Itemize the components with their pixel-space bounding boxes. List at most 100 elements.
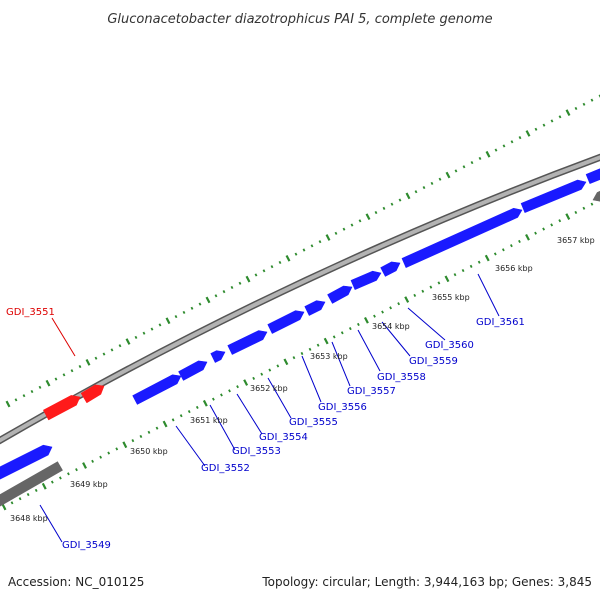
tick-mark	[582, 206, 586, 210]
tick-mark	[373, 314, 376, 318]
tick-rings	[1, 94, 600, 511]
tick-mark	[565, 213, 571, 220]
tick-mark	[485, 150, 491, 158]
tick-mark	[325, 234, 331, 241]
tick-mark	[525, 233, 530, 241]
tick-mark	[30, 389, 34, 394]
tick-mark	[582, 102, 586, 106]
tick-mark	[142, 331, 146, 335]
tick-mark	[85, 359, 91, 366]
scale-label: 3648 kbp	[10, 514, 48, 523]
tick-mark	[162, 420, 168, 428]
tick-mark	[518, 239, 521, 244]
tick-mark	[316, 343, 320, 347]
tick-mark	[365, 213, 371, 221]
tick-mark	[110, 348, 114, 352]
gene-gdi-3555	[227, 330, 268, 355]
tick-mark	[78, 364, 82, 369]
tick-mark	[414, 190, 418, 194]
tick-mark	[82, 462, 87, 469]
tick-mark	[389, 306, 392, 310]
tick-mark	[430, 181, 434, 185]
tick-mark	[381, 310, 384, 314]
tick-mark	[62, 373, 66, 377]
scale-label: 3653 kbp	[310, 352, 348, 361]
tick-mark	[374, 210, 378, 215]
tick-mark	[45, 379, 51, 387]
tick-mark	[494, 148, 498, 152]
gene-gdi-3557	[304, 300, 326, 316]
tick-mark	[70, 369, 74, 373]
tick-mark	[502, 144, 506, 148]
tick-mark	[276, 364, 280, 368]
tick-mark	[470, 161, 474, 165]
tick-mark	[477, 260, 481, 264]
tick-mark	[310, 244, 314, 248]
tick-mark	[262, 269, 266, 273]
tick-mark	[26, 492, 30, 497]
tick-mark	[228, 389, 231, 393]
gene-label-gdi-3549: GDI_3549	[62, 540, 111, 551]
tick-mark	[510, 140, 514, 144]
gene-gdi-3549	[0, 444, 53, 480]
gene-gdi-3560	[380, 261, 401, 277]
gene-gdi-3551b	[80, 384, 105, 404]
tick-mark	[238, 281, 242, 285]
tick-mark	[5, 400, 11, 408]
tick-mark	[453, 273, 457, 277]
tick-mark	[438, 177, 442, 181]
tick-mark	[122, 441, 128, 449]
tick-mark	[254, 273, 258, 277]
tick-mark	[115, 447, 119, 451]
gene-label-gdi-3557: GDI_3557	[347, 386, 396, 397]
tick-mark	[10, 501, 14, 505]
gene-label-gdi-3556: GDI_3556	[318, 402, 367, 413]
leader-line	[51, 317, 76, 357]
tick-mark	[158, 323, 162, 327]
leader-line	[267, 377, 292, 419]
gene-gdi-3553	[178, 360, 208, 381]
feature-other-left	[0, 461, 63, 507]
tick-mark	[390, 202, 394, 206]
gene-label-gdi-3561: GDI_3561	[476, 317, 525, 328]
scale-label: 3650 kbp	[130, 447, 168, 456]
gene-label-gdi-3553: GDI_3553	[232, 446, 281, 457]
tick-mark	[334, 231, 338, 235]
tick-mark	[190, 306, 194, 310]
tick-mark	[462, 165, 466, 169]
scale-label: 3652 kbp	[250, 384, 288, 393]
leader-line	[407, 307, 446, 341]
tick-mark	[405, 192, 411, 200]
tick-mark	[397, 302, 401, 306]
tick-mark	[348, 327, 352, 331]
leader-line	[301, 355, 322, 403]
scale-label: 3657 kbp	[557, 236, 595, 245]
tick-mark	[398, 198, 402, 202]
gene-gdi-3558	[327, 285, 353, 304]
tick-mark	[323, 337, 329, 345]
tick-mark	[268, 368, 272, 372]
leader-line	[331, 341, 351, 387]
leader-line	[357, 329, 381, 372]
tick-mark	[139, 434, 143, 439]
tick-mark	[131, 439, 135, 443]
scale-label: 3656 kbp	[495, 264, 533, 273]
tick-mark	[34, 488, 38, 492]
tick-mark	[542, 123, 546, 127]
tick-mark	[38, 385, 42, 389]
tick-mark	[292, 356, 296, 360]
gene-gdi-3551	[43, 395, 81, 421]
tick-mark	[75, 468, 78, 472]
gene-gdi-3554	[210, 350, 226, 363]
tick-mark	[550, 119, 554, 123]
tick-mark	[565, 109, 571, 116]
tick-mark	[558, 219, 562, 223]
leader-line	[477, 273, 500, 317]
tick-mark	[558, 115, 562, 119]
gene-next-a	[520, 179, 587, 213]
tick-mark	[125, 338, 131, 345]
tick-mark	[270, 265, 274, 269]
tick-mark	[195, 405, 199, 410]
tick-mark	[222, 290, 226, 294]
